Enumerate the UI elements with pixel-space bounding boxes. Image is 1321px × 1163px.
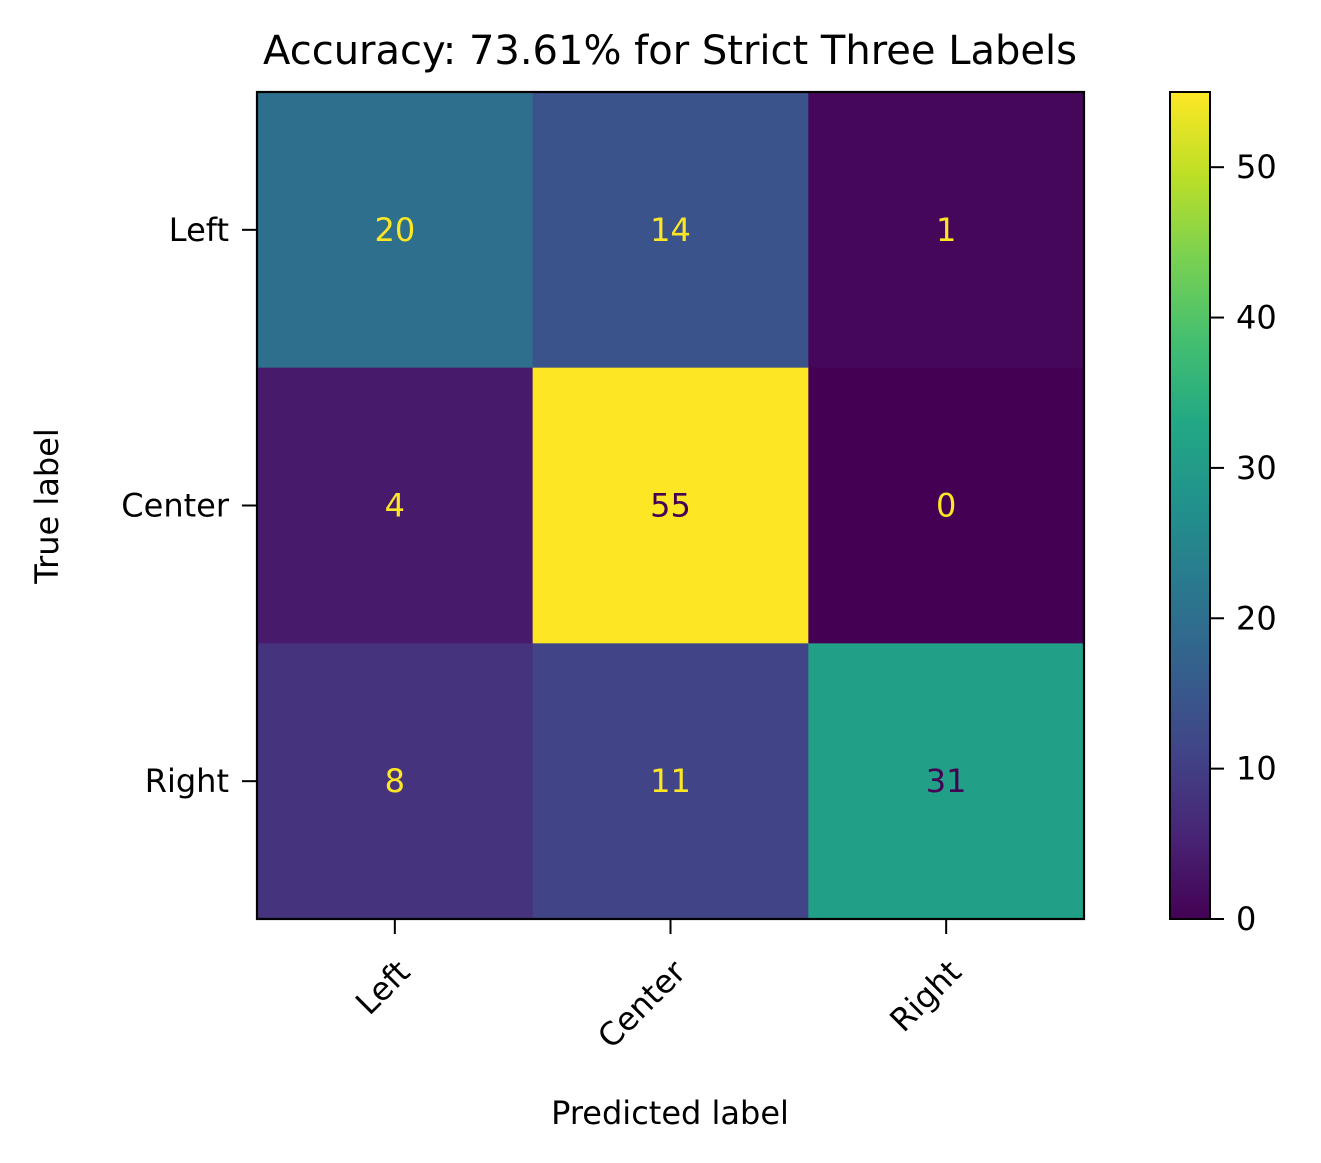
heatmap-cell (808, 367, 1085, 644)
x-axis-label: Predicted label (551, 1094, 789, 1132)
heatmap-cell (808, 92, 1085, 369)
heatmap-cell (257, 367, 534, 644)
cell-value-label: 20 (374, 211, 415, 249)
cell-value-label: 8 (385, 762, 405, 800)
colorbar-tick-label: 20 (1236, 599, 1277, 637)
heatmap-cell (257, 92, 534, 369)
colorbar-tick-label: 40 (1236, 299, 1277, 337)
colorbar-tick-label: 0 (1236, 900, 1256, 938)
y-tick-label: Right (145, 762, 229, 800)
chart-title: Accuracy: 73.61% for Strict Three Labels (263, 28, 1077, 74)
y-axis-ticks: Left Center Right (121, 211, 257, 800)
heatmap-cell (532, 643, 809, 920)
cell-value-label: 0 (936, 487, 956, 525)
heatmap-cell (532, 367, 809, 644)
heatmap-cell-labels: 20 14 14 55 08 11 31 (374, 211, 966, 800)
cell-value-label: 55 (650, 487, 691, 525)
heatmap-cell (257, 643, 534, 920)
cell-value-label: 4 (385, 487, 405, 525)
heatmap-cell (532, 92, 809, 369)
cell-value-label: 1 (936, 211, 956, 249)
x-tick-label: Right (882, 953, 968, 1039)
colorbar-tick-label: 10 (1236, 750, 1277, 788)
cell-value-label: 11 (650, 762, 691, 800)
heatmap-cell (808, 643, 1085, 920)
colorbar (1169, 91, 1211, 920)
y-tick-label: Center (121, 487, 230, 525)
y-tick-label: Left (169, 211, 229, 249)
heatmap-cells (257, 92, 1085, 920)
cell-value-label: 14 (650, 211, 691, 249)
colorbar-ticks: 0 10 20 30 40 50 (1210, 148, 1277, 938)
colorbar-tick-label: 30 (1236, 449, 1277, 487)
x-tick-label: Center (590, 952, 694, 1056)
cell-value-label: 31 (926, 762, 967, 800)
x-tick-label: Left (348, 953, 417, 1022)
x-axis-ticks: Left Center Right (348, 919, 969, 1056)
colorbar-tick-label: 50 (1236, 148, 1277, 186)
y-axis-label: True label (28, 428, 66, 585)
